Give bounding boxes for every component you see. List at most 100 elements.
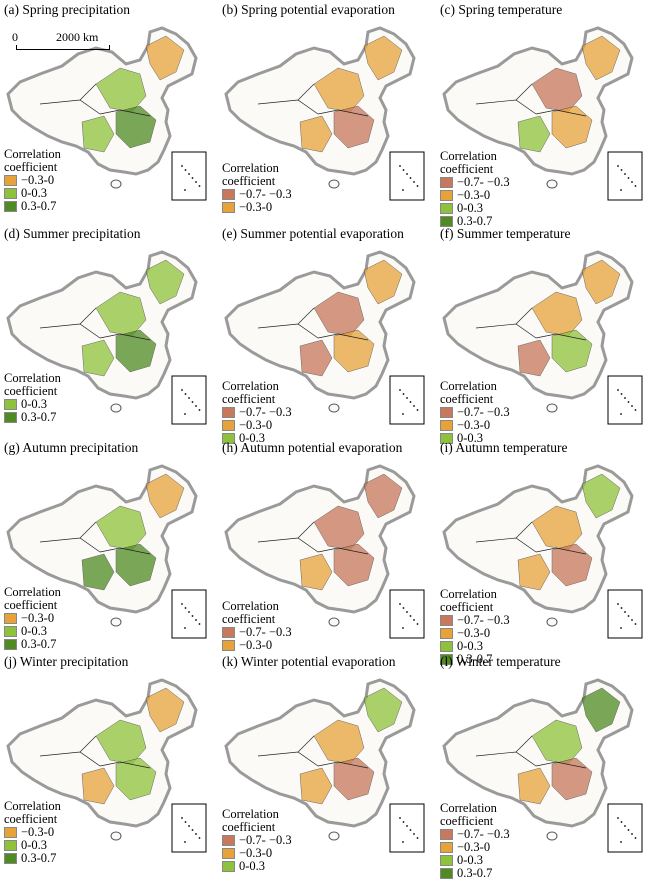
map-panel: (a) Spring precipitation Correlation coeff… [0, 2, 212, 214]
correlation-region [333, 543, 375, 587]
island-dot [191, 401, 194, 403]
legend-label: −0.3-0 [21, 825, 55, 839]
island-dot [624, 825, 626, 827]
south-china-sea-inset [607, 589, 643, 639]
legend-title: coefficient [222, 820, 276, 834]
legend-label: −0.7- −0.3 [457, 175, 510, 189]
legend-swatch [222, 433, 235, 444]
correlation-region [531, 719, 583, 765]
legend-title: Correlation [4, 371, 61, 385]
legend-label: 0-0.3 [239, 431, 266, 445]
legend-label: 0.3-0.7 [21, 199, 57, 213]
island-dot [620, 627, 622, 629]
island-dot [402, 627, 404, 629]
legend-swatch [222, 627, 235, 638]
legend-label: −0.3-0 [239, 846, 273, 860]
legend: Correlation coefficient −0.7- −0.3 −0.3-0 [222, 600, 292, 652]
basin-boundary [39, 307, 151, 341]
island-dot [402, 841, 404, 843]
panel-title: (h) Autumn potential evaporation [222, 440, 403, 455]
correlation-region [145, 259, 185, 305]
correlation-region [333, 329, 375, 373]
island-dot [416, 409, 419, 411]
correlation-region [299, 767, 333, 805]
correlation-region [81, 115, 115, 153]
hainan-island [546, 831, 558, 841]
legend-title: coefficient [440, 600, 494, 614]
correlation-region [145, 687, 185, 733]
island-dot [188, 173, 190, 175]
island-dot [620, 393, 623, 395]
legend-item: 0.3-0.7 [440, 215, 510, 228]
panel-title: (e) Summer potential evaporation [222, 226, 404, 241]
scale-bar: 0 2000 km [12, 30, 110, 50]
legend: Correlation coefficient −0.3-0 0-0.3 0.3-0.7 [4, 586, 61, 651]
island-dot [181, 603, 183, 605]
legend-title: Correlation [440, 801, 497, 815]
legend-label: −0.3-0 [239, 638, 273, 652]
legend-item: 0-0.3 [440, 432, 510, 445]
legend: Correlation coefficient −0.7- −0.3 −0.3-0 0-… [440, 150, 510, 228]
island-dot [624, 611, 626, 613]
island-dot [188, 397, 190, 399]
map-panel: (b) Spring potential evaporation Correlat… [218, 2, 430, 214]
legend-item: 0-0.3 [4, 398, 61, 411]
legend-item: 0-0.3 [222, 432, 292, 445]
panel-title: (f) Summer temperature [440, 226, 571, 241]
legend: Correlation coefficient −0.3-0 0-0.3 0.3-0.7 [4, 800, 61, 865]
legend-label: 0-0.3 [457, 201, 484, 215]
island-dot [631, 181, 633, 183]
island-dot [406, 173, 408, 175]
legend-swatch [4, 399, 17, 410]
island-dot [184, 841, 186, 843]
legend-title: Correlation [222, 379, 279, 393]
basin-boundary [475, 521, 587, 555]
legend-label: −0.7- −0.3 [239, 833, 292, 847]
legend: Correlation coefficient −0.7- −0.3 −0.3-0 0-… [440, 380, 510, 445]
correlation-region [333, 757, 375, 801]
legend-item: 0.3-0.7 [440, 653, 510, 666]
legend-label: 0-0.3 [21, 397, 48, 411]
legend-label: 0.3-0.7 [21, 410, 57, 424]
island-dot [634, 185, 637, 187]
hainan-island [546, 617, 558, 627]
south-china-sea-inset [607, 803, 643, 853]
legend: Correlation coefficient −0.7- −0.3 −0.3-0 [222, 162, 292, 214]
island-dot [413, 181, 415, 183]
island-dot [406, 397, 408, 399]
correlation-region [551, 757, 593, 801]
island-dot [620, 841, 622, 843]
south-china-sea-inset [389, 151, 425, 201]
legend-label: 0-0.3 [239, 859, 266, 873]
legend-label: −0.7- −0.3 [457, 613, 510, 627]
island-dot [191, 829, 194, 831]
basin-boundary [39, 735, 151, 769]
island-dot [409, 401, 412, 403]
correlation-region [145, 35, 185, 81]
legend-swatch [222, 861, 235, 872]
legend-label: −0.7- −0.3 [457, 405, 510, 419]
china-map [224, 678, 425, 853]
basin-boundary [257, 735, 369, 769]
island-dot [620, 821, 623, 823]
china-map [442, 250, 643, 425]
correlation-region [81, 553, 115, 591]
correlation-region [95, 291, 147, 337]
correlation-region [517, 339, 551, 377]
island-dot [617, 165, 619, 167]
legend-label: −0.7- −0.3 [239, 187, 292, 201]
legend-item: −0.3-0 [222, 847, 292, 860]
island-dot [184, 821, 187, 823]
correlation-region [581, 35, 621, 81]
correlation-region [581, 259, 621, 305]
legend-title: coefficient [440, 162, 494, 176]
legend-item: 0.3-0.7 [4, 852, 61, 865]
legend-swatch [440, 203, 453, 214]
basin-boundary [39, 83, 151, 117]
legend-swatch [440, 615, 453, 626]
legend-swatch [440, 855, 453, 866]
legend-swatch [4, 201, 17, 212]
island-dot [627, 615, 630, 617]
legend-swatch [4, 840, 17, 851]
legend-swatch [4, 626, 17, 637]
